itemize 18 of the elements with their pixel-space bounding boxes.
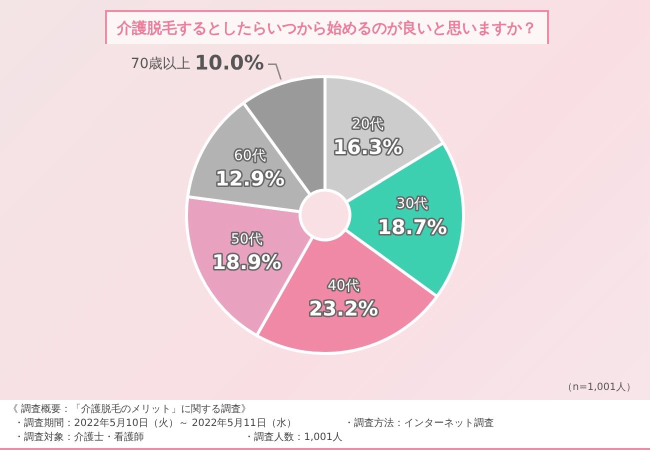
slice-label: 50代 [230, 232, 263, 248]
text: ・調査人数：1,001人 [244, 431, 344, 445]
data-label: 18.9% [212, 250, 282, 274]
slice-label: 70歳以上 [130, 56, 191, 72]
slice-label: 30代 [396, 196, 428, 212]
data-label: 12.9% [215, 166, 285, 190]
slice-label: 40代 [328, 278, 360, 294]
data-label: 10.0% [194, 50, 264, 74]
text: （n=1,001人） [562, 381, 636, 394]
data-label: 18.7% [378, 214, 448, 239]
text: ・調査方法：インターネット調査 [344, 417, 495, 431]
text: ・調査対象：介護士・看護師 [13, 431, 145, 445]
slice-label: 20代 [352, 116, 384, 132]
slice-label: 60代 [234, 148, 266, 164]
data-label: 23.2% [308, 296, 378, 321]
data-label: 16.3% [333, 135, 403, 160]
text: 《 調査概要：「介護脱毛のメリット」に関する調査》 [8, 403, 252, 417]
text: ・調査期間：2022年5月10日（火）～ 2022年5月11日（水） [13, 417, 298, 431]
